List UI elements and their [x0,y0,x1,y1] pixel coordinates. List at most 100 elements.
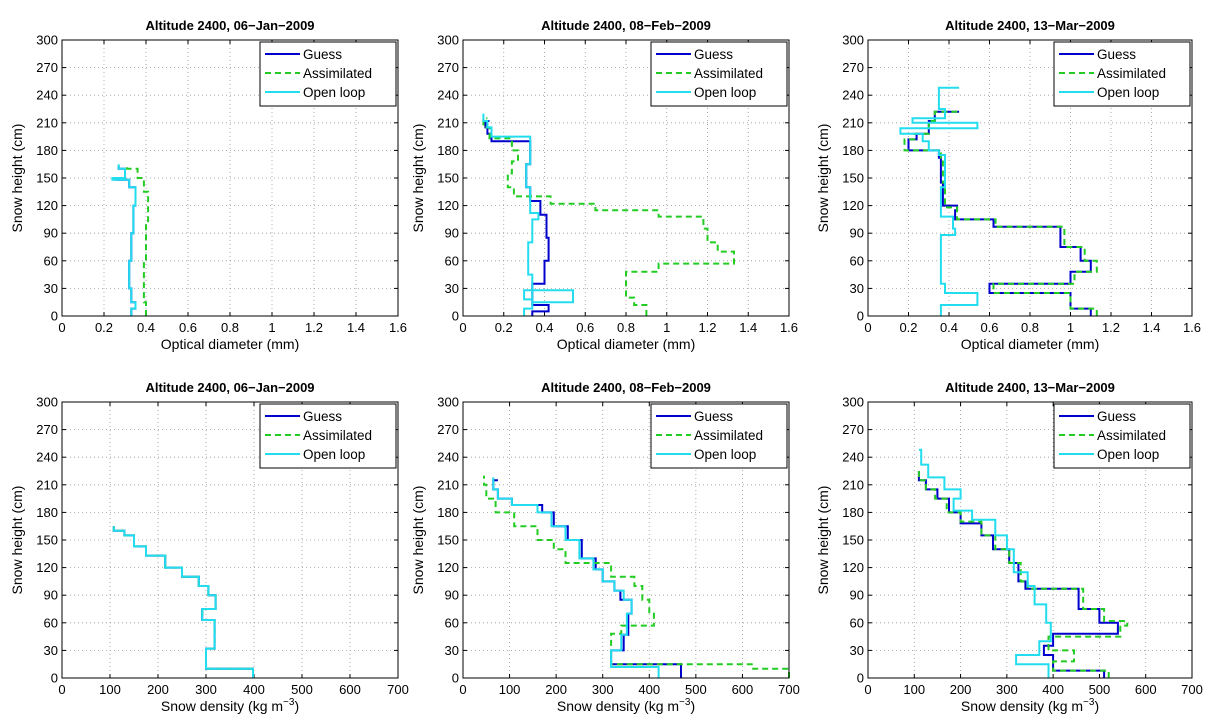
y-tick-label: 240 [437,88,459,103]
x-tick-label: 100 [903,682,925,697]
legend-entry: Guess [694,409,733,424]
y-tick-label: 270 [842,422,864,437]
y-tick-label: 270 [36,60,58,75]
y-tick-label: 180 [842,143,864,158]
x-tick-label: 1 [1067,320,1074,335]
y-axis-label: Snow height (cm) [410,486,426,595]
x-axis-label-text: Optical diameter (mm) [161,336,299,352]
chart-title: Altitude 2400, 06−Jan−2009 [145,380,314,395]
series-line-open-loop [111,164,137,316]
legend-entry: Guess [303,47,342,62]
x-tick-label: 1.6 [389,320,407,335]
chart-title: Altitude 2400, 08−Feb−2009 [541,18,711,33]
x-tick-label: 700 [387,682,409,697]
legend-box [1053,41,1191,107]
y-tick-label: 210 [36,115,58,130]
x-tick-label: 0.4 [137,320,155,335]
x-tick-label: 1 [663,320,670,335]
legend-entry: Assimilated [1097,66,1166,81]
y-tick-label: 210 [437,477,459,492]
series-line-assimilated [482,117,735,316]
axes-frame [462,401,790,679]
y-tick-label: 300 [842,33,864,48]
x-tick-label: 0 [58,682,65,697]
x-tick-label: 300 [592,682,614,697]
x-axis-label-text: Snow density (kg m [557,698,679,714]
x-tick-label: 700 [1181,682,1203,697]
y-tick-label: 60 [445,615,459,630]
x-tick-label: 0.2 [899,320,917,335]
y-tick-label: 0 [857,309,864,324]
y-tick-label: 0 [51,671,58,686]
x-tick-label: 200 [545,682,567,697]
x-tick-label: 0.4 [535,320,553,335]
x-tick-label: 1.2 [1102,320,1120,335]
x-tick-label: 200 [950,682,972,697]
y-tick-label: 60 [850,253,864,268]
legend-entry: Guess [694,47,733,62]
y-tick-label: 120 [842,198,864,213]
x-tick-label: 0 [459,320,466,335]
x-tick-label: 1.4 [739,320,757,335]
subplot-1: Altitude 2400, 06−Jan−2009 0 0.2 0.4 0.6 0.8 1… [9,18,407,352]
y-tick-label: 120 [842,560,864,575]
subplot-3: Altitude 2400, 13−Mar−2009 0 0.2 0.4 0.6 0.8 1… [815,18,1201,352]
series-line-assimilated [903,110,1098,316]
y-tick-label: 210 [437,115,459,130]
x-tick-label: 400 [638,682,660,697]
legend: Guess Assimilated Open loop [650,403,788,469]
x-tick-label: 0.8 [221,320,239,335]
legend-entry: Assimilated [1097,428,1166,443]
legend-entry: Open loop [303,85,365,100]
series-line-open-loop [918,448,1052,678]
legend-box [1053,403,1191,469]
y-axis-label: Snow height (cm) [815,124,831,233]
legend-box [650,403,788,469]
y-axis-label: Snow height (cm) [410,124,426,233]
y-tick-label: 300 [437,33,459,48]
y-tick-label: 90 [44,226,58,241]
y-tick-label: 60 [445,253,459,268]
legend-entry: Open loop [1097,85,1159,100]
legend-entry: Assimilated [303,66,372,81]
x-tick-label: 200 [147,682,169,697]
y-tick-label: 60 [44,253,58,268]
chart-title: Altitude 2400, 08−Feb−2009 [541,380,711,395]
x-tick-label: 0.6 [179,320,197,335]
x-tick-label: 1.4 [1142,320,1160,335]
y-tick-label: 30 [445,281,459,296]
axes-frame [462,39,790,317]
y-tick-label: 30 [850,643,864,658]
x-tick-label: 600 [732,682,754,697]
y-tick-label: 180 [437,505,459,520]
y-axis-label: Snow height (cm) [9,124,25,233]
legend-entry: Assimilated [303,428,372,443]
y-tick-label: 300 [36,395,58,410]
y-axis-label: Snow height (cm) [815,486,831,595]
x-tick-label: 500 [1089,682,1111,697]
x-tick-label: 0.6 [576,320,594,335]
legend-box [259,403,397,469]
y-tick-label: 180 [842,505,864,520]
y-tick-label: 210 [842,477,864,492]
y-tick-label: 210 [36,477,58,492]
axes-frame [867,39,1193,317]
legend-entry: Open loop [303,447,365,462]
y-tick-label: 120 [36,198,58,213]
x-tick-label: 0.6 [980,320,998,335]
x-tick-label: 300 [996,682,1018,697]
legend-box [259,41,397,107]
y-tick-label: 90 [850,588,864,603]
legend-entry: Open loop [694,447,756,462]
y-axis-label: Snow height (cm) [9,486,25,595]
y-tick-label: 270 [36,422,58,437]
x-tick-label: 600 [1135,682,1157,697]
x-tick-label: 0 [58,320,65,335]
y-tick-label: 150 [36,533,58,548]
series-line-open-loop [492,477,660,678]
legend-entry: Open loop [694,85,756,100]
x-axis-label-exponent: −3 [1083,697,1095,708]
chart-title: Altitude 2400, 13−Mar−2009 [945,18,1115,33]
y-tick-label: 30 [44,281,58,296]
